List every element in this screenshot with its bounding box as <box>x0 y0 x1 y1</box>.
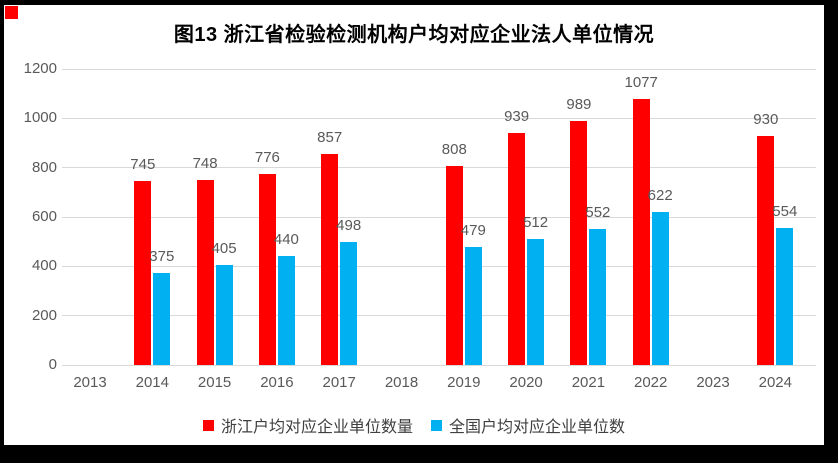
value-label-zhejiang-2014: 745 <box>130 156 156 174</box>
bar-zhejiang-2016 <box>258 173 276 365</box>
value-label-zhejiang-2022: 1077 <box>624 74 658 92</box>
x-tick-label-2015: 2015 <box>197 374 232 391</box>
value-label-national-2022: 622 <box>647 186 673 204</box>
bar-national-2016 <box>277 256 295 365</box>
corner-marker <box>5 6 18 19</box>
value-label-zhejiang-2017: 857 <box>317 128 343 146</box>
x-tick-label-2017: 2017 <box>322 374 356 391</box>
x-tick-label-2014: 2014 <box>135 374 169 391</box>
gridline-400 <box>62 265 816 267</box>
y-tick-label-200: 200 <box>31 306 57 324</box>
x-tick-label-2016: 2016 <box>260 374 294 391</box>
value-label-zhejiang-2021: 989 <box>566 96 592 114</box>
bar-zhejiang-2020 <box>508 133 526 365</box>
value-label-national-2014: 375 <box>149 247 175 265</box>
x-tick-label-2023: 2023 <box>696 374 730 391</box>
value-label-national-2020: 512 <box>523 213 549 231</box>
x-tick-label-2020: 2020 <box>509 374 543 391</box>
value-label-national-2021: 552 <box>585 203 611 221</box>
gridline-800 <box>62 167 816 169</box>
value-label-zhejiang-2020: 939 <box>504 108 530 126</box>
value-label-zhejiang-2019: 808 <box>441 140 467 158</box>
value-label-national-2017: 498 <box>336 217 362 235</box>
x-tick-label-2013: 2013 <box>73 374 107 391</box>
value-label-zhejiang-2024: 930 <box>753 110 779 128</box>
bar-national-2017 <box>340 242 358 365</box>
x-tick-label-2018: 2018 <box>384 374 419 391</box>
value-label-zhejiang-2015: 748 <box>192 155 218 173</box>
bar-zhejiang-2024 <box>757 135 775 365</box>
y-tick-label-400: 400 <box>31 257 57 275</box>
y-tick-label-800: 800 <box>31 158 57 176</box>
y-tick-label-1200: 1200 <box>23 60 57 77</box>
value-label-national-2024: 554 <box>772 203 798 221</box>
bar-zhejiang-2015 <box>196 180 214 365</box>
bar-national-2015 <box>215 265 233 365</box>
chart-title: 图13 浙江省检验检测机构户均对应企业法人单位情况 <box>173 24 655 46</box>
bar-national-2020 <box>527 238 545 365</box>
legend-item-national: 全国户均对应企业单位数 <box>431 413 625 437</box>
legend: 浙江户均对应企业单位数量 全国户均对应企业单位数 <box>4 413 824 437</box>
gridline-1200 <box>62 68 816 70</box>
value-label-zhejiang-2016: 776 <box>254 148 280 166</box>
value-label-national-2016: 440 <box>273 231 299 249</box>
value-label-national-2015: 405 <box>211 240 237 258</box>
gridline-1000 <box>62 117 816 119</box>
legend-item-zhejiang: 浙江户均对应企业单位数量 <box>202 413 413 437</box>
bar-zhejiang-2021 <box>570 121 588 365</box>
x-tick-label-2019: 2019 <box>447 374 481 391</box>
legend-label-national: 全国户均对应企业单位数 <box>449 419 626 436</box>
x-tick-label-2024: 2024 <box>758 374 792 391</box>
legend-swatch-zhejiang-icon <box>202 419 214 431</box>
bar-zhejiang-2022 <box>632 99 650 365</box>
plot-area: 745 748 776 857 808 939 989 1077 930 375 405 440 498… <box>62 68 816 366</box>
bar-national-2019 <box>464 246 482 365</box>
y-tick-label-600: 600 <box>31 208 57 225</box>
gridline-200 <box>62 315 816 317</box>
y-tick-label-0: 0 <box>48 356 57 373</box>
x-tick-label-2021: 2021 <box>571 374 606 391</box>
bar-national-2022 <box>651 211 669 365</box>
legend-swatch-national-icon <box>431 419 442 431</box>
y-tick-label-1000: 1000 <box>23 109 57 127</box>
chart-area: 图13 浙江省检验检测机构户均对应企业法人单位情况 745 748 776 857 80… <box>4 5 824 445</box>
gridline-600 <box>62 216 816 218</box>
x-tick-label-2022: 2022 <box>634 374 668 391</box>
bar-national-2014 <box>153 272 171 365</box>
gridline-0 <box>62 364 816 366</box>
bar-national-2021 <box>589 228 607 365</box>
value-label-national-2019: 479 <box>460 221 486 239</box>
bar-zhejiang-2017 <box>321 153 339 365</box>
bar-zhejiang-2014 <box>134 181 152 365</box>
legend-label-zhejiang: 浙江户均对应企业单位数量 <box>220 419 413 436</box>
bar-national-2024 <box>776 228 794 365</box>
bar-zhejiang-2019 <box>445 165 463 365</box>
